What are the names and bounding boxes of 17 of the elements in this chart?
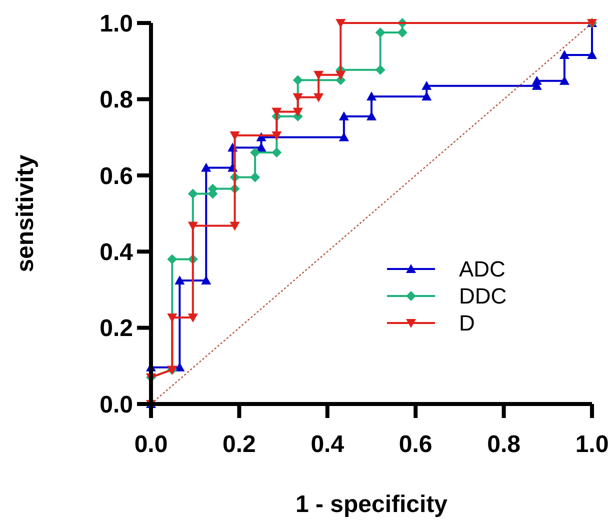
- y-tick-label: 0.0: [100, 391, 133, 418]
- x-tick-label: 1.0: [575, 431, 608, 458]
- legend-label: D: [459, 310, 475, 336]
- x-tick-label: 0.2: [222, 431, 256, 458]
- x-tick-label: 0.6: [398, 431, 432, 458]
- x-axis-title: 1 - specificity: [295, 491, 448, 518]
- legend-label: DDC: [459, 284, 507, 309]
- x-tick-label: 0.0: [134, 431, 168, 458]
- x-tick-label: 0.4: [310, 431, 345, 458]
- y-tick-label: 0.6: [100, 162, 133, 190]
- y-tick-label: 0.2: [100, 315, 133, 342]
- y-tick-label: 0.4: [100, 239, 134, 266]
- y-tick-label: 0.8: [100, 86, 133, 114]
- y-tick-label: 1.0: [100, 10, 133, 38]
- y-axis-title: sensitivity: [12, 154, 39, 272]
- x-tick-label: 0.8: [487, 431, 520, 458]
- legend-label: ADC: [459, 256, 506, 282]
